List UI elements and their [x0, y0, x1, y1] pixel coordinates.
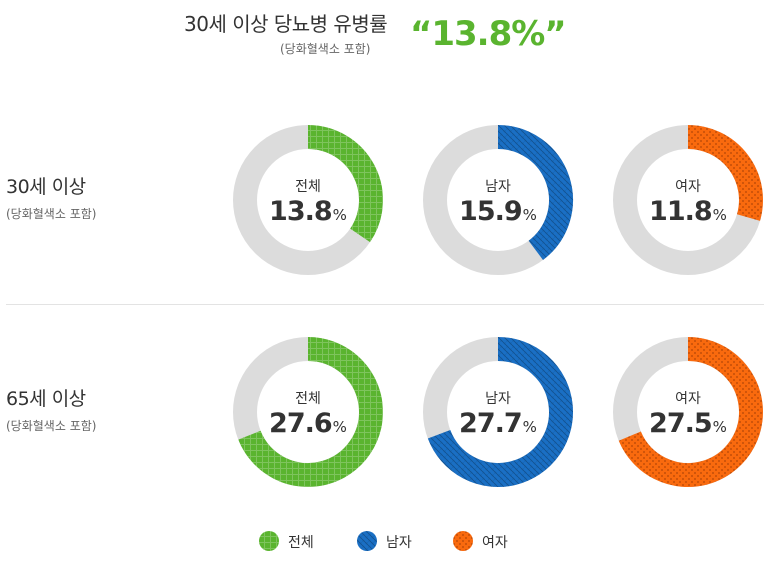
legend-swatch-circle	[453, 531, 473, 551]
donut-total: 전체 13.8%	[232, 124, 384, 276]
donut-svg	[233, 125, 383, 275]
donut-value-number: 13.8	[269, 196, 333, 227]
legend-swatch-circle	[357, 531, 377, 551]
row-subtitle: (당화혈색소 포함)	[6, 207, 97, 221]
donut-value-number: 27.5	[649, 408, 713, 439]
legend-label: 남자	[386, 535, 412, 551]
donut-value-unit: %	[712, 418, 727, 436]
row-divider	[6, 304, 764, 305]
legend-label: 여자	[482, 535, 508, 551]
donut-value-unit: %	[332, 418, 347, 436]
donut-total: 전체 27.6%	[232, 336, 384, 488]
donut-value: 11.8%	[612, 196, 764, 227]
legend-swatch	[453, 531, 473, 551]
donut-value-unit: %	[522, 418, 537, 436]
donut-male: 남자 15.9%	[422, 124, 574, 276]
donut-arc-female	[618, 337, 763, 487]
donut-value: 13.8%	[232, 196, 384, 227]
donut-svg	[613, 337, 763, 487]
donut-value-number: 15.9	[459, 196, 523, 227]
donut-svg	[423, 125, 573, 275]
donut-svg	[423, 337, 573, 487]
donut-male: 남자 27.7%	[422, 336, 574, 488]
donut-arc-male	[497, 125, 573, 260]
donut-value-number: 27.6	[269, 408, 333, 439]
donut-arc-total	[238, 337, 383, 487]
donut-value-unit: %	[332, 206, 347, 224]
legend-label: 전체	[288, 535, 314, 551]
donut-arc-male	[427, 337, 573, 487]
donut-category-label: 남자	[485, 179, 511, 195]
donut-female: 여자 27.5%	[612, 336, 764, 488]
donut-category-label: 여자	[675, 391, 701, 407]
donut-category-label: 전체	[295, 179, 321, 195]
legend-swatch-circle	[259, 531, 279, 551]
donut-female: 여자 11.8%	[612, 124, 764, 276]
donut-value-unit: %	[712, 206, 727, 224]
donut-arc-female	[687, 125, 763, 221]
donut-arc-total	[307, 125, 383, 243]
donut-value: 27.7%	[422, 408, 574, 439]
donut-value: 27.5%	[612, 408, 764, 439]
row-title: 65세 이상	[6, 388, 86, 410]
chart-subtitle: (당화혈색소 포함)	[280, 42, 371, 56]
row-title: 30세 이상	[6, 176, 86, 198]
donut-svg	[613, 125, 763, 275]
donut-value: 15.9%	[422, 196, 574, 227]
donut-svg	[233, 337, 383, 487]
donut-value-number: 11.8	[649, 196, 713, 227]
donut-value-number: 27.7	[459, 408, 523, 439]
donut-value-unit: %	[522, 206, 537, 224]
legend-swatch	[259, 531, 279, 551]
donut-category-label: 여자	[675, 179, 701, 195]
headline-value: “13.8%”	[410, 14, 567, 54]
row-subtitle: (당화혈색소 포함)	[6, 419, 97, 433]
chart-title: 30세 이상 당뇨병 유병률	[184, 12, 388, 36]
legend-swatch	[357, 531, 377, 551]
donut-value: 27.6%	[232, 408, 384, 439]
donut-category-label: 전체	[295, 391, 321, 407]
donut-category-label: 남자	[485, 391, 511, 407]
